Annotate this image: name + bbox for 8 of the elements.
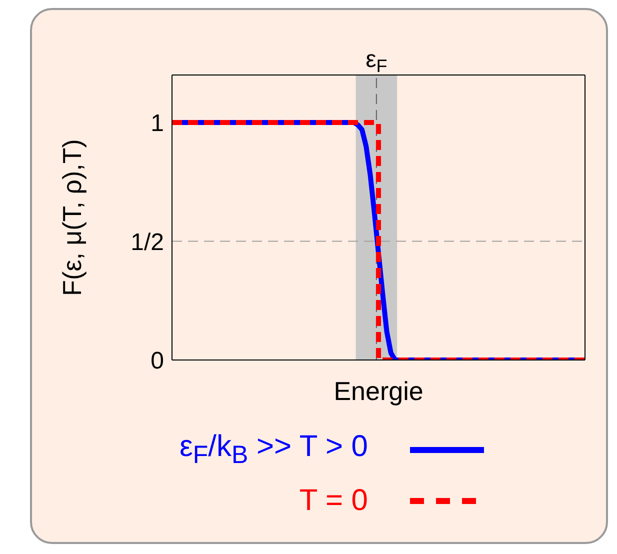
y-tick-label: 1/2: [130, 228, 164, 256]
y-axis-title: F(ε, μ(T, ρ),T): [57, 139, 88, 296]
x-axis-title: Energie: [334, 376, 424, 406]
y-tick-label: 1: [150, 110, 164, 138]
legend-label: T = 0: [299, 484, 368, 518]
legend-label: ε$_{F}$/k$_{B}$ >> T > 0: [179, 430, 368, 470]
y-tick-label: 0: [150, 348, 164, 375]
annotation: ε$_{F}$: [366, 46, 388, 76]
